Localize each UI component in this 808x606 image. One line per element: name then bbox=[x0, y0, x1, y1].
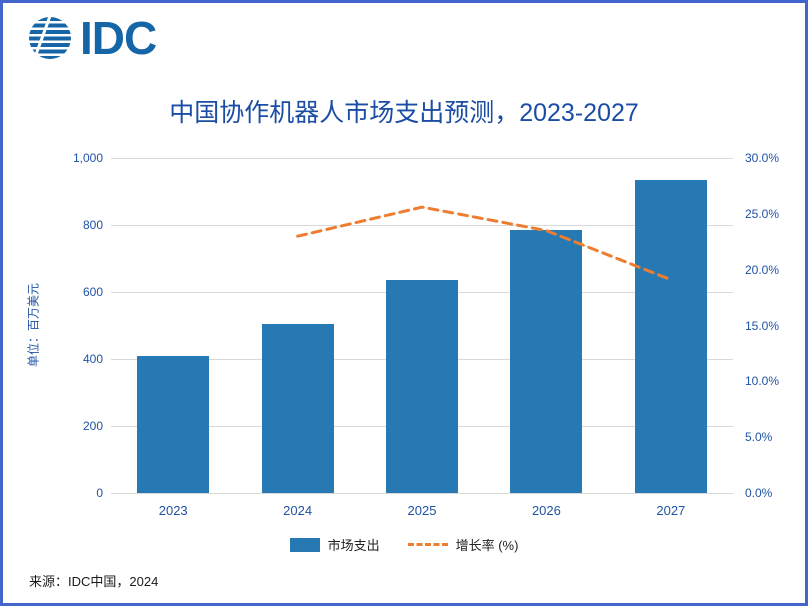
legend: 市场支出 增长率 (%) bbox=[3, 535, 805, 554]
left-tick-label: 800 bbox=[82, 218, 103, 232]
right-tick-label: 25.0% bbox=[745, 206, 780, 221]
legend-item-growth: 增长率 (%) bbox=[407, 535, 519, 554]
left-tick-label: 1,000 bbox=[72, 151, 103, 165]
growth-rate-line bbox=[296, 205, 673, 282]
left-axis-unit-label: 单位：百万美元 bbox=[26, 282, 41, 368]
x-axis-labels: 2023 2024 2025 2026 2027 bbox=[111, 503, 733, 518]
left-axis-ticks: 1,000 800 600 400 200 0 bbox=[51, 151, 103, 500]
right-tick-label: 15.0% bbox=[745, 318, 780, 333]
left-tick-label: 600 bbox=[82, 285, 103, 299]
gridline bbox=[111, 493, 733, 494]
idc-globe-icon bbox=[29, 17, 71, 59]
gridline bbox=[111, 158, 733, 159]
right-tick-label: 5.0% bbox=[745, 430, 773, 445]
idc-logo-text: IDC bbox=[80, 12, 157, 64]
source-note: 来源：IDC中国，2024 bbox=[29, 574, 159, 589]
legend-item-spend: 市场支出 bbox=[289, 535, 380, 554]
gridline bbox=[111, 225, 733, 226]
x-label-2027: 2027 bbox=[656, 503, 686, 518]
x-label-2024: 2024 bbox=[283, 503, 313, 518]
right-tick-label: 10.0% bbox=[745, 374, 780, 389]
idc-logo: IDC bbox=[27, 12, 157, 64]
left-tick-label: 0 bbox=[96, 486, 103, 500]
left-tick-label: 200 bbox=[82, 419, 103, 433]
right-tick-label: 20.0% bbox=[745, 262, 780, 277]
x-label-2025: 2025 bbox=[407, 503, 437, 518]
right-axis-ticks: 30.0% 25.0% 20.0% 15.0% 10.0% 5.0% 0.0% bbox=[745, 151, 803, 500]
x-label-2026: 2026 bbox=[531, 503, 561, 518]
plot-area bbox=[111, 158, 733, 494]
chart-area: 单位：百万美元 1,000 800 600 400 200 0 30.0% 25.0% 20.… bbox=[3, 143, 805, 543]
legend-spend-label: 市场支出 bbox=[327, 538, 380, 553]
left-tick-label: 400 bbox=[82, 352, 103, 366]
legend-growth-swatch bbox=[407, 543, 448, 546]
x-label-2023: 2023 bbox=[158, 503, 188, 518]
right-tick-label: 0.0% bbox=[745, 486, 773, 500]
bar-2027 bbox=[634, 179, 707, 493]
bar-2024 bbox=[261, 323, 334, 493]
right-tick-label: 30.0% bbox=[745, 151, 780, 165]
bar-2025 bbox=[385, 280, 459, 493]
chart-title: 中国协作机器人市场支出预测，2023-2027 bbox=[169, 99, 639, 127]
bar-2023 bbox=[137, 355, 210, 493]
legend-growth-label: 增长率 (%) bbox=[455, 538, 519, 553]
bar-2026 bbox=[510, 230, 583, 493]
legend-spend-swatch bbox=[289, 537, 320, 552]
